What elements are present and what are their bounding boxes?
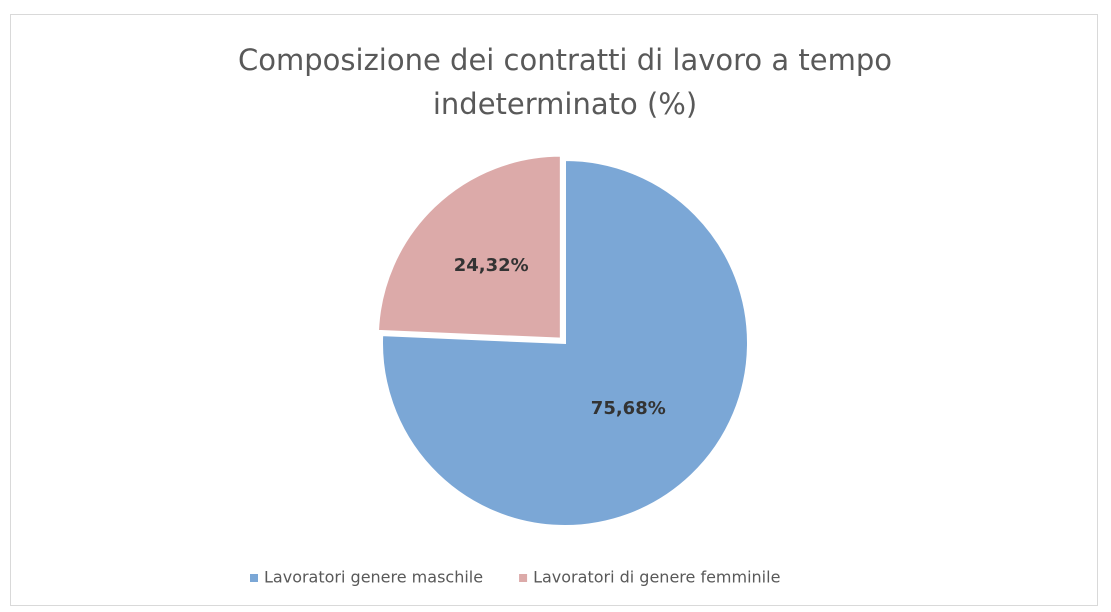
legend-label: Lavoratori di genere femminile <box>533 568 780 587</box>
chart-frame <box>10 14 1098 606</box>
pie-slice <box>381 158 749 527</box>
legend-label: Lavoratori genere maschile <box>264 568 483 587</box>
pie-slice <box>376 154 562 340</box>
chart-title: Composizione dei contratti di lavoro a t… <box>238 43 892 121</box>
legend-swatch <box>250 574 258 582</box>
legend-swatch <box>519 574 528 582</box>
data-label: 24,32% <box>454 255 529 276</box>
data-label: 75,68% <box>591 398 666 419</box>
